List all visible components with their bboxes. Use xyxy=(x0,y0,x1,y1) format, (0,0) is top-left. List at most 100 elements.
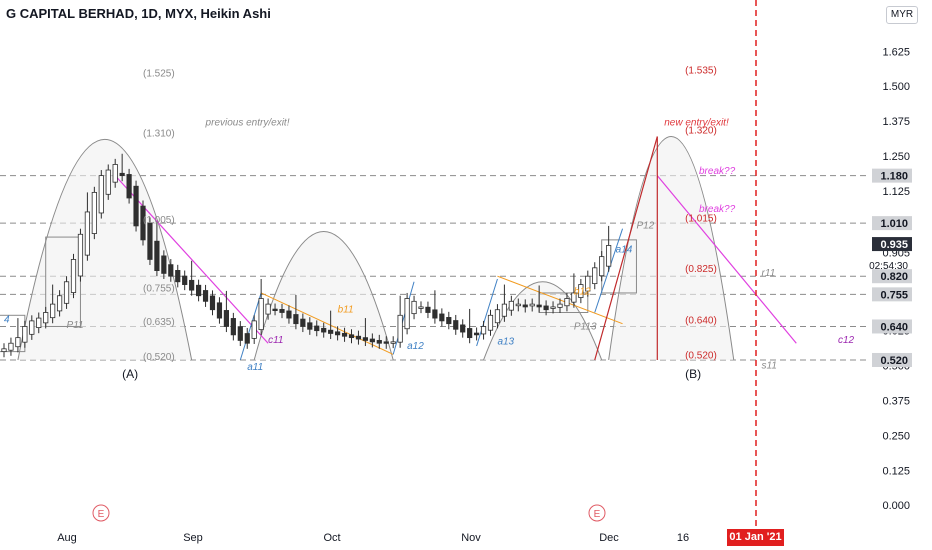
candle xyxy=(265,303,271,315)
candle xyxy=(1,348,7,353)
candle xyxy=(237,326,243,341)
candle xyxy=(8,342,14,351)
annotation-20: b12 xyxy=(574,286,591,297)
candle xyxy=(286,310,292,319)
candle xyxy=(189,279,195,291)
annotation-9: (1.320) xyxy=(685,126,717,137)
candle xyxy=(460,324,466,333)
y-tick-label: 0.125 xyxy=(882,465,910,477)
price-tag-box xyxy=(872,168,912,183)
candle xyxy=(321,327,327,333)
x-tick-label: 16 xyxy=(677,532,689,544)
candle xyxy=(425,306,431,313)
candle xyxy=(168,264,174,277)
candle xyxy=(501,303,508,317)
candle xyxy=(279,309,285,313)
annotation-0: previous entry/exit! xyxy=(205,117,290,128)
annotation-31: (B) xyxy=(685,367,701,381)
candle xyxy=(467,328,473,339)
annotation-14: P11 xyxy=(67,320,84,331)
trendline-c11 xyxy=(114,175,269,344)
candle xyxy=(494,309,501,324)
candle xyxy=(91,191,97,234)
candle xyxy=(223,310,229,327)
annotation-10: (1.015) xyxy=(685,214,717,225)
arc-cycle-2 xyxy=(253,231,394,361)
candle xyxy=(578,284,584,298)
y-tick-label: 0.250 xyxy=(882,430,910,442)
annotation-21: P113 xyxy=(574,321,597,332)
candle xyxy=(36,317,42,329)
annotation-22: a14 xyxy=(616,244,633,255)
candle xyxy=(307,322,313,330)
candle xyxy=(195,284,202,297)
candle xyxy=(29,320,35,335)
annotation-18: a12 xyxy=(407,341,424,352)
price-tag-box xyxy=(872,319,912,334)
candle xyxy=(230,318,236,336)
annotation-11: (0.825) xyxy=(685,264,717,275)
annotation-3: (1.310) xyxy=(143,129,175,140)
candle xyxy=(606,245,612,267)
candle xyxy=(112,164,118,183)
candle xyxy=(43,312,49,324)
candle xyxy=(564,298,570,307)
arc-b xyxy=(608,136,735,361)
price-tag-label: 0.520 xyxy=(880,355,908,367)
candle xyxy=(536,304,542,308)
y-tick-label: 0.375 xyxy=(882,395,910,407)
box-p11 xyxy=(45,236,81,327)
candle xyxy=(314,325,320,332)
candle xyxy=(453,320,459,330)
y-tick-label: 1.250 xyxy=(882,151,910,163)
x-tick-label: Oct xyxy=(323,532,340,544)
annotation-6: (0.635) xyxy=(143,317,175,328)
candle xyxy=(202,290,209,302)
annotation-2: (1.525) xyxy=(143,68,175,79)
candle xyxy=(334,331,341,336)
annotation-13: (0.520) xyxy=(685,351,717,362)
candle xyxy=(487,314,494,331)
price-tag-box xyxy=(872,352,912,367)
candle xyxy=(522,304,528,308)
trendline-a13 xyxy=(476,278,498,347)
candle xyxy=(84,211,90,256)
candle xyxy=(15,337,21,348)
x-tick-label: Aug xyxy=(57,532,77,544)
candle xyxy=(50,303,56,319)
candle xyxy=(341,332,348,337)
candle xyxy=(376,340,382,344)
candle xyxy=(550,306,556,309)
annotation-26: r11 xyxy=(762,268,776,279)
y-tick-label: 1.125 xyxy=(882,186,910,198)
trendline-a11 xyxy=(239,292,262,361)
candle xyxy=(599,256,605,277)
price-tag-box xyxy=(872,216,912,231)
candle xyxy=(57,295,63,312)
currency-button[interactable]: MYR xyxy=(886,6,918,24)
candle xyxy=(397,314,403,343)
trendline-b11 xyxy=(260,292,394,355)
y-tick-label: 1.625 xyxy=(882,46,910,58)
candle xyxy=(105,169,111,195)
candle xyxy=(209,295,216,311)
candle xyxy=(411,300,417,315)
candle xyxy=(480,326,487,335)
trendline-a12 xyxy=(392,281,415,355)
candle xyxy=(473,332,480,336)
candle xyxy=(300,318,306,327)
annotation-17: b11 xyxy=(338,305,354,316)
candle xyxy=(175,270,181,283)
candle xyxy=(362,337,369,341)
candle xyxy=(515,303,521,307)
x-tick-label: Sep xyxy=(183,532,203,544)
annotation-1: new entry/exit! xyxy=(664,117,729,128)
annotation-25: break?? xyxy=(699,204,736,215)
candle xyxy=(154,240,160,272)
candle xyxy=(244,333,250,344)
annotation-24: break?? xyxy=(699,166,736,177)
annotation-12: (0.640) xyxy=(685,316,717,327)
price-tag-box xyxy=(872,287,912,302)
